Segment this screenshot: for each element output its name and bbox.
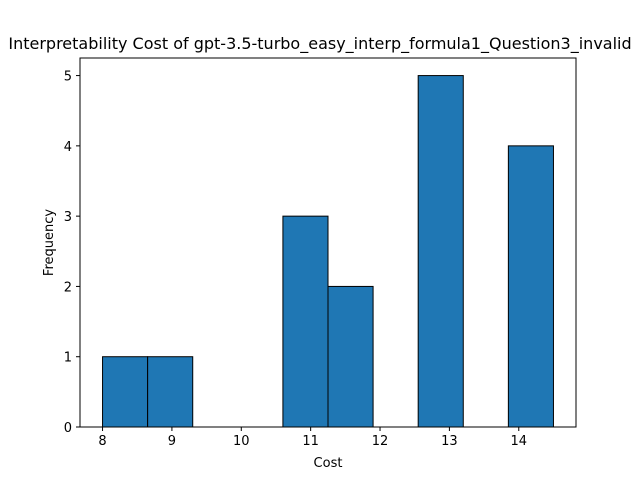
histogram-bar-0 xyxy=(102,356,149,428)
histogram-bar-5 xyxy=(327,285,374,428)
y-tick-label: 5 xyxy=(64,70,72,85)
y-axis: 0 1 2 3 4 5 xyxy=(64,70,80,436)
x-axis: 8 9 10 11 12 13 14 xyxy=(98,427,527,449)
plot-frame xyxy=(79,57,577,428)
histogram-bar-7 xyxy=(417,75,464,428)
y-tick-label: 0 xyxy=(64,421,72,436)
x-tick-label: 9 xyxy=(168,434,176,449)
x-tick-label: 12 xyxy=(372,434,389,449)
y-tick-label: 4 xyxy=(64,140,72,155)
y-axis-label: Frequency xyxy=(42,209,57,276)
y-tick-label: 2 xyxy=(64,280,72,295)
x-tick-label: 14 xyxy=(510,434,527,449)
histogram-bar-4 xyxy=(282,215,329,428)
y-tick-label: 1 xyxy=(64,351,72,366)
histogram-bar-9 xyxy=(507,145,554,428)
x-tick-label: 8 xyxy=(98,434,106,449)
bars-group xyxy=(102,75,554,428)
x-axis-label: Cost xyxy=(314,456,343,471)
chart-title: Interpretability Cost of gpt-3.5-turbo_e… xyxy=(8,34,631,54)
histogram-bar-1 xyxy=(147,356,194,428)
x-tick-label: 11 xyxy=(302,434,319,449)
x-tick-label: 13 xyxy=(441,434,458,449)
y-tick-label: 3 xyxy=(64,210,72,225)
x-tick-label: 10 xyxy=(233,434,250,449)
